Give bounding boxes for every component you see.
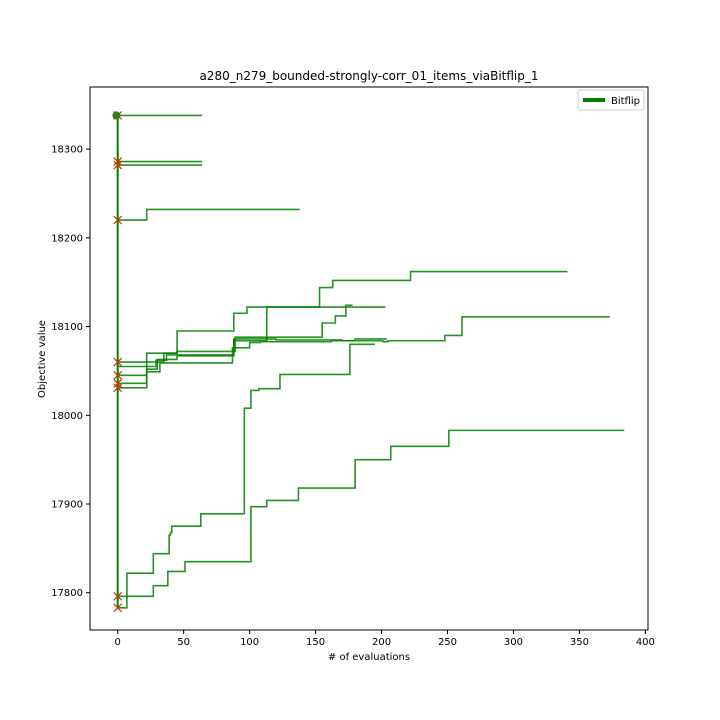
start-marker-7 [113, 378, 123, 388]
series-line-4 [117, 208, 300, 221]
x-tick-label: 150 [306, 637, 325, 648]
series-line-11 [117, 429, 625, 598]
marker-layer [112, 110, 123, 613]
x-tick-label: 350 [570, 637, 589, 648]
series-line-5 [117, 306, 386, 377]
x-tick-label: 400 [636, 637, 655, 648]
x-tick-label: 0 [115, 637, 121, 648]
y-tick-label: 17900 [51, 500, 83, 511]
chart-title: a280_n279_bounded-strongly-corr_01_items… [199, 69, 538, 83]
y-tick-label: 18100 [51, 322, 83, 333]
start-marker-8 [113, 383, 123, 393]
series-line-10 [117, 343, 375, 609]
series-line-9 [117, 338, 387, 389]
x-tick-label: 50 [177, 637, 190, 648]
x-tick-label: 200 [372, 637, 391, 648]
x-axis-label: # of evaluations [328, 652, 410, 663]
y-tick-label: 18300 [51, 145, 83, 156]
y-axis: 17800 17900 18000 18100 18200 18300 [51, 145, 90, 599]
start-marker-2 [113, 157, 123, 166]
x-tick-label: 250 [438, 637, 457, 648]
legend: Bitflip [577, 89, 645, 111]
plot-area [112, 110, 625, 613]
start-marker-9 [113, 591, 123, 601]
start-marker-10 [113, 603, 123, 613]
y-tick-label: 18200 [51, 233, 83, 244]
legend-box [577, 89, 645, 111]
y-tick-label: 18000 [51, 411, 83, 422]
x-tick-label: 100 [240, 637, 259, 648]
y-tick-label: 17800 [51, 588, 83, 599]
start-marker-5 [113, 357, 123, 367]
axes-frame [89, 86, 649, 631]
x-axis: 0 50 100 150 200 250 300 350 400 [115, 630, 655, 648]
series-line-6 [117, 304, 353, 363]
best-marker [112, 111, 121, 120]
series-line-8 [117, 270, 568, 385]
series-layer [116, 114, 625, 609]
x-tick-label: 300 [504, 637, 523, 648]
start-marker-4 [113, 215, 123, 225]
legend-label-bitflip: Bitflip [611, 96, 640, 107]
y-axis-label: Objective value [37, 320, 48, 398]
start-marker-6 [113, 370, 123, 380]
start-marker-3 [113, 160, 123, 170]
